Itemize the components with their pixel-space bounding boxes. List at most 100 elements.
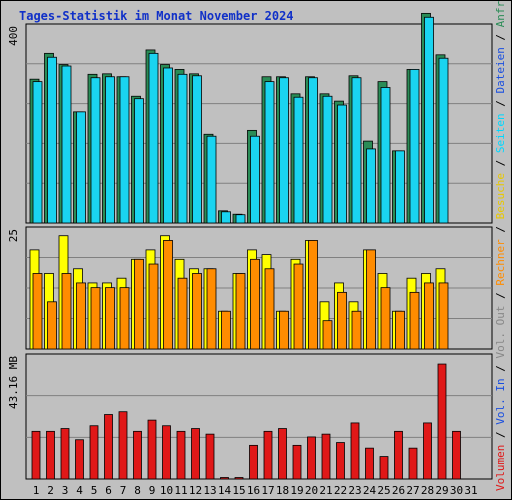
bar-rechner-25 xyxy=(380,287,391,350)
x-tick-label-9: 9 xyxy=(149,484,156,497)
bar-dateien-12 xyxy=(192,75,202,224)
bar-dateien-28 xyxy=(424,16,434,224)
bar-volumen-1 xyxy=(31,430,41,480)
bar-dateien-19 xyxy=(293,96,304,224)
x-tick-label-29: 29 xyxy=(435,484,448,497)
legend-separator: / xyxy=(494,219,507,239)
bar-dateien-18 xyxy=(279,77,289,224)
bar-volumen-14 xyxy=(220,477,229,480)
bar-rechner-21 xyxy=(322,320,333,350)
x-tick-label-19: 19 xyxy=(290,484,303,497)
x-tick-label-8: 8 xyxy=(134,484,141,497)
bar-volumen-17 xyxy=(263,430,273,480)
x-tick-label-12: 12 xyxy=(189,484,202,497)
bar-volumen-5 xyxy=(89,425,99,480)
bar-volumen-12 xyxy=(191,428,200,480)
legend-entry: Vol. xyxy=(494,332,507,359)
bar-dateien-26 xyxy=(395,150,405,224)
bar-dateien-6 xyxy=(105,76,115,224)
bar-rechner-24 xyxy=(366,249,376,350)
bar-dateien-5 xyxy=(90,77,101,224)
bar-rechner-28 xyxy=(424,282,434,350)
legend-entry: Vol. xyxy=(494,398,507,425)
bar-dateien-2 xyxy=(47,56,57,224)
bar-rechner-29 xyxy=(438,282,449,350)
x-tick-label-18: 18 xyxy=(276,484,289,497)
chart-panel-bottom: 43.16 MB xyxy=(7,353,493,480)
bar-rechner-15 xyxy=(235,273,246,350)
x-tick-label-31: 31 xyxy=(464,484,477,497)
bar-rechner-8 xyxy=(134,258,144,350)
legend-entry: Volumen xyxy=(494,445,507,491)
bar-dateien-22 xyxy=(337,104,347,224)
bar-rechner-18 xyxy=(279,310,289,350)
bar-rechner-16 xyxy=(250,258,260,350)
bar-rechner-6 xyxy=(105,287,115,350)
bar-volumen-16 xyxy=(249,444,258,480)
bar-rechner-3 xyxy=(61,273,72,350)
legend-entry: Seiten xyxy=(494,113,507,153)
bar-dateien-20 xyxy=(308,77,318,224)
legend-separator: / xyxy=(494,286,507,306)
bar-rechner-14 xyxy=(221,310,231,350)
bar-volumen-3 xyxy=(60,428,70,480)
x-tick-label-25: 25 xyxy=(377,484,390,497)
x-tick-label-23: 23 xyxy=(348,484,361,497)
bar-dateien-13 xyxy=(206,135,217,224)
bar-volumen-2 xyxy=(46,430,55,480)
bar-volumen-8 xyxy=(133,430,142,480)
bar-volumen-18 xyxy=(278,428,287,480)
bar-rechner-5 xyxy=(90,287,101,350)
bar-rechner-22 xyxy=(337,291,347,350)
bar-volumen-25 xyxy=(379,456,389,480)
y-max-label: 400 xyxy=(7,26,20,46)
y-max-label: 25 xyxy=(7,229,20,242)
chart-panel-middle: 25 xyxy=(7,226,493,350)
bar-volumen-10 xyxy=(162,425,171,480)
x-tick-label-27: 27 xyxy=(406,484,419,497)
bar-rechner-9 xyxy=(148,263,159,350)
bar-dateien-27 xyxy=(409,69,420,224)
bar-dateien-11 xyxy=(177,73,188,224)
bar-rechner-19 xyxy=(293,263,304,350)
bar-rechner-13 xyxy=(206,268,217,350)
bar-dateien-21 xyxy=(322,95,333,224)
bar-rechner-7 xyxy=(119,287,130,350)
bar-dateien-3 xyxy=(61,65,72,224)
bar-volumen-30 xyxy=(452,430,461,480)
bar-volumen-26 xyxy=(394,430,403,480)
x-tick-label-3: 3 xyxy=(62,484,69,497)
bar-rechner-12 xyxy=(192,273,202,350)
legend-entry: In xyxy=(494,378,507,398)
bar-rechner-17 xyxy=(264,268,275,350)
x-tick-label-15: 15 xyxy=(232,484,245,497)
bar-rechner-27 xyxy=(409,291,420,350)
legend-separator: / xyxy=(494,425,507,445)
bar-dateien-4 xyxy=(76,111,86,224)
bar-volumen-24 xyxy=(365,447,374,480)
x-tick-label-7: 7 xyxy=(120,484,127,497)
y-max-label: 43.16 MB xyxy=(7,356,20,409)
x-tick-label-20: 20 xyxy=(305,484,318,497)
bar-rechner-26 xyxy=(395,310,405,350)
side-legend: Volumen / Vol. In / Vol. Out / Rechner /… xyxy=(494,1,507,491)
legend-entry: Besuche xyxy=(494,173,507,219)
legend-separator: / xyxy=(494,153,507,173)
bar-dateien-24 xyxy=(366,148,376,224)
bar-dateien-8 xyxy=(134,98,144,224)
bar-volumen-22 xyxy=(336,442,345,480)
bar-dateien-29 xyxy=(438,57,449,224)
x-tick-label-17: 17 xyxy=(261,484,274,497)
bar-volumen-11 xyxy=(176,430,186,480)
bar-rechner-20 xyxy=(308,240,318,350)
bar-dateien-16 xyxy=(250,135,260,224)
x-tick-label-13: 13 xyxy=(203,484,216,497)
bar-dateien-15 xyxy=(235,214,246,224)
bar-dateien-17 xyxy=(264,81,275,224)
x-tick-label-2: 2 xyxy=(47,484,54,497)
bar-volumen-4 xyxy=(75,439,84,480)
bar-volumen-27 xyxy=(408,447,418,480)
legend-separator: / xyxy=(494,359,507,379)
legend-separator: / xyxy=(494,27,507,47)
x-tick-label-26: 26 xyxy=(392,484,405,497)
